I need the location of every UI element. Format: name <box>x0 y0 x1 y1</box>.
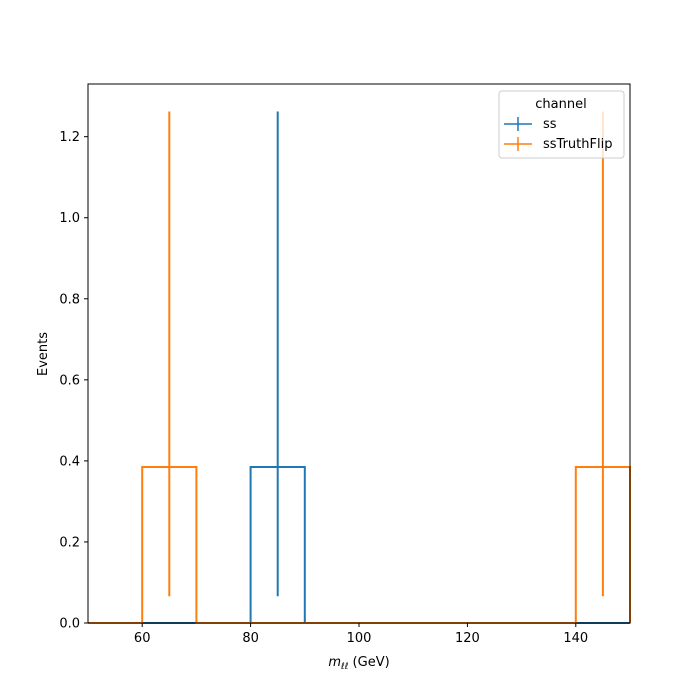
legend-label-ss: ss <box>543 117 557 132</box>
x-tick-label: 100 <box>347 631 372 646</box>
y-axis-label: Events <box>36 332 51 376</box>
y-tick-label: 0.6 <box>59 373 80 388</box>
legend-box <box>498 90 625 159</box>
x-tick-label: 140 <box>563 631 588 646</box>
axis-ticks: 60 80 100 120 140 0.0 0.2 0.4 0.6 0.8 1.0 1.2 <box>59 130 588 646</box>
legend: channel ss ssTruthFlip <box>498 90 625 159</box>
y-tick-label: 0.2 <box>59 535 80 550</box>
y-tick-label: 1.2 <box>59 130 80 145</box>
x-axis-label: mℓℓ (GeV) <box>328 655 389 672</box>
x-tick-label: 120 <box>455 631 480 646</box>
legend-entry-sstruthflip: ssTruthFlip <box>504 137 612 152</box>
x-tick-label: 60 <box>134 631 151 646</box>
y-tick-label: 1.0 <box>59 211 80 226</box>
legend-entry-ss: ss <box>504 117 557 132</box>
x-tick-label: 80 <box>242 631 259 646</box>
legend-title: channel <box>535 97 586 112</box>
y-tick-label: 0.0 <box>59 617 80 632</box>
legend-label-sstruthflip: ssTruthFlip <box>543 137 612 152</box>
y-tick-label: 0.8 <box>59 292 80 307</box>
y-tick-label: 0.4 <box>59 454 80 469</box>
plot-area <box>88 111 631 624</box>
